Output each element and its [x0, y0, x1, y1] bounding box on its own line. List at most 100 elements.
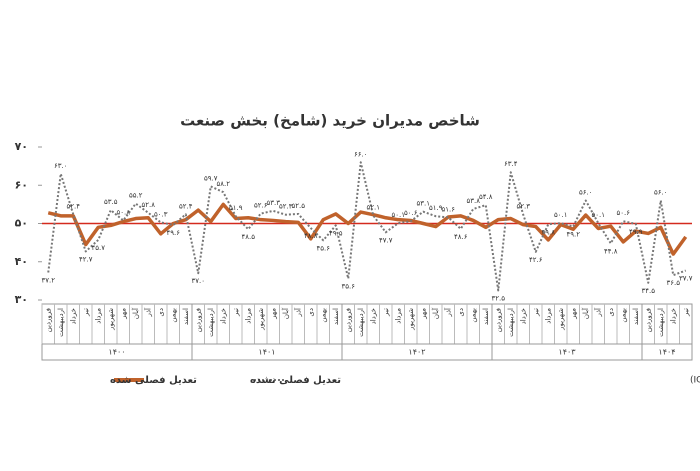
data-label: ۵۲.۶ [254, 202, 268, 210]
data-label: ۴۴.۸ [604, 247, 618, 255]
x-tick-label: فروردین [194, 308, 202, 332]
x-tick-label: مرداد [244, 308, 252, 324]
data-label: ۵۰.۱ [591, 211, 605, 219]
data-label: ۵۹.۷ [204, 174, 218, 182]
x-tick-label: مهر [569, 308, 577, 320]
data-label: ۵۴.۸ [479, 193, 493, 201]
source: منبع: اتاق بازرگانی، صنایع، معادن و کشاو… [690, 374, 700, 386]
x-tick-label: شهریور [257, 308, 265, 331]
year-label: ۱۴۰۰ [108, 348, 125, 357]
data-label: ۵۰.۱ [554, 211, 568, 219]
data-label: ۴۸.۶ [454, 233, 468, 241]
x-tick-label: بهمن [619, 308, 627, 323]
data-label: ۳۶.۵ [666, 279, 680, 287]
x-tick-label: شهریور [407, 308, 415, 331]
x-tick-label: خرداد [369, 308, 377, 324]
x-tick-label: فروردین [644, 308, 652, 332]
data-label: ۴۲.۷ [79, 255, 93, 263]
data-label: ۵۰.۱ [391, 211, 405, 219]
y-tick-label: ۳۰ [15, 293, 28, 306]
legend-label: تعدیل فصلی نشده [250, 375, 341, 386]
x-tick-label: اسفند [332, 308, 340, 325]
data-label: ۵۲.۸ [141, 201, 155, 209]
x-tick-label: اسفند [182, 308, 190, 325]
x-tick-label: مرداد [94, 308, 102, 324]
data-label: ۵۲.۳ [516, 203, 530, 211]
legend-label: تعدیل فصلی شده [110, 375, 197, 386]
data-label: ۶۳.۴ [504, 160, 518, 168]
x-tick-label: بهمن [169, 308, 177, 323]
data-label: ۳۴.۵ [641, 287, 655, 295]
x-tick-label: بهمن [469, 308, 477, 323]
data-label: ۵۳.۸ [466, 197, 480, 205]
x-tick-label: خرداد [69, 308, 77, 324]
x-tick-label: آذر [593, 307, 602, 317]
x-tick-label: دی [157, 308, 165, 317]
data-label: ۵۱.۶ [441, 205, 455, 213]
x-tick-label: شهریور [557, 308, 565, 331]
x-tick-label: تیر [382, 308, 390, 317]
data-label: ۵۳.۳ [266, 199, 280, 207]
y-tick-label: ۶۰ [15, 178, 28, 191]
x-tick-label: آبان [281, 307, 290, 319]
data-label: ۴۹.۶ [166, 229, 180, 237]
x-tick-label: شهریور [107, 308, 115, 331]
x-tick-label: آبان [431, 307, 440, 319]
x-tick-label: اردیبهشت [357, 308, 365, 337]
data-label: ۴۹.۲ [566, 231, 580, 239]
x-tick-label: مهر [419, 308, 427, 320]
data-label: ۳۷.۷ [679, 275, 693, 283]
data-label: ۵۲.۴ [179, 202, 193, 210]
x-tick-label: مهر [119, 308, 127, 320]
data-label: ۵۲.۱ [366, 203, 380, 211]
x-tick-label: مرداد [544, 308, 552, 324]
x-tick-label: تیر [82, 308, 90, 317]
data-label: ۴۸.۵ [241, 233, 255, 241]
data-label: ۵۳.۱ [416, 200, 430, 208]
x-tick-label: فروردین [494, 308, 502, 332]
data-label: ۴۹.۵ [329, 229, 343, 237]
x-tick-label: تیر [232, 308, 240, 317]
x-tick-label: بهمن [319, 308, 327, 323]
x-tick-label: خرداد [669, 308, 677, 324]
x-tick-label: اردیبهشت [57, 308, 65, 337]
data-label: ۵۳.۵ [104, 198, 118, 206]
data-label: ۴۸.۸ [304, 232, 318, 240]
data-label: ۵۲.۵ [291, 202, 305, 210]
data-label: ۶۳.۰ [54, 162, 68, 170]
data-label: ۵۶.۰ [579, 189, 593, 197]
data-label: ۵۱.۹ [229, 204, 243, 212]
x-tick-label: دی [457, 308, 465, 317]
data-label: ۴۹.۸ [541, 228, 555, 236]
data-label: ۶۶.۰ [354, 150, 368, 158]
year-label: ۱۴۰۲ [408, 348, 425, 357]
x-tick-label: آبان [131, 307, 140, 319]
x-tick-label: آبان [581, 307, 590, 319]
data-label: ۵۰.۶ [616, 209, 630, 217]
data-label: ۳۵.۶ [341, 283, 355, 291]
y-tick-label: ۵۰ [15, 217, 28, 230]
data-label: ۴۹.۹ [629, 228, 643, 236]
year-label: ۱۴۰۱ [258, 348, 275, 357]
data-label: ۴۵.۶ [316, 244, 330, 252]
y-tick-label: ۷۰ [15, 140, 28, 153]
data-label: ۵۲.۳ [279, 203, 293, 211]
y-tick-label: ۴۰ [15, 255, 28, 268]
x-tick-label: دی [607, 308, 615, 317]
x-tick-label: اردیبهشت [507, 308, 515, 337]
x-tick-label: آذر [443, 307, 452, 317]
x-tick-label: مرداد [394, 308, 402, 324]
x-tick-label: فروردین [344, 308, 352, 332]
data-label: ۳۷.۰ [191, 277, 205, 285]
x-tick-label: تیر [532, 308, 540, 317]
x-tick-label: آذر [293, 307, 302, 317]
x-tick-label: تیر [682, 308, 690, 317]
data-label: ۴۷.۷ [379, 236, 393, 244]
x-tick-label: اردیبهشت [657, 308, 665, 337]
data-label: ۵۵.۲ [129, 192, 143, 200]
data-label: ۴۵.۷ [91, 244, 105, 252]
data-label: ۵۰.۳ [154, 210, 168, 218]
x-tick-label: اسفند [632, 308, 640, 325]
data-label: ۳۲.۵ [491, 294, 505, 302]
data-label: ۵۰.۶ [404, 209, 418, 217]
